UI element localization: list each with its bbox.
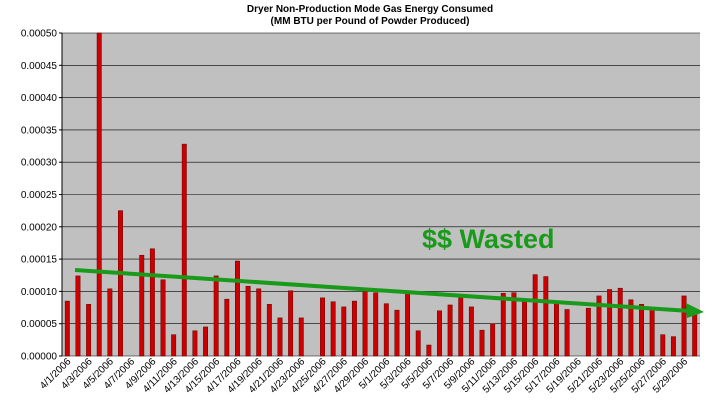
bar [628,299,634,357]
y-tick-label: 0.00005 [21,319,58,330]
bar [437,310,442,357]
bar [447,304,453,357]
bar [617,287,623,357]
bar [298,317,304,357]
bar [585,307,591,357]
bar [490,323,496,357]
bar [692,311,698,357]
bar [256,288,262,357]
bar [96,32,102,357]
bar [458,295,464,357]
y-tick-label: 0.00020 [21,222,58,233]
bar [107,288,113,357]
bar [639,304,644,357]
bar [277,317,283,357]
bar [681,295,687,357]
bar [670,336,676,357]
bar [288,290,294,357]
bar [511,292,517,357]
bar [405,292,411,357]
y-tick-label: 0.00045 [21,61,58,72]
arrow-head [686,303,704,318]
y-tick-label: 0.00050 [21,29,58,40]
bar [522,299,527,357]
bar [181,143,187,357]
bar [543,276,549,357]
bar [75,275,81,357]
bar [373,292,379,357]
bar [118,210,123,357]
bar [171,334,177,357]
y-tick-label: 0.00015 [21,255,58,266]
bar [649,307,655,357]
bar [266,304,272,357]
bar [351,300,357,357]
bar [607,289,613,357]
y-tick-label: 0.00025 [21,190,58,201]
bar [532,274,538,357]
annotation: $$ Wasted [422,224,555,254]
bar [224,298,230,357]
y-tick-label: 0.00040 [21,93,58,104]
bar [203,326,209,357]
trend-arrow [74,268,691,313]
bar [160,279,166,357]
bar [192,330,198,357]
bar [660,334,666,357]
bar [500,293,506,357]
chart-subtitle: (MM BTU per Pound of Powder Produced) [271,16,470,27]
y-tick-label: 0.00000 [21,352,58,363]
bar [415,330,421,357]
chart-title: Dryer Non-Production Mode Gas Energy Con… [247,4,493,15]
bar [139,254,145,357]
y-tick-label: 0.00010 [21,287,58,298]
bar [213,275,219,357]
bar [596,295,602,357]
bar [320,297,325,357]
bar [235,260,240,357]
bar [554,300,559,357]
bar [362,291,368,357]
bar [341,306,347,357]
bar [564,309,570,357]
y-tick-label: 0.00030 [21,158,58,169]
bar [426,344,432,357]
y-tick-label: 0.00035 [21,125,58,136]
bar [149,248,155,357]
bar [330,301,336,357]
bar [64,300,70,357]
bar [86,304,92,357]
bar [245,285,251,357]
bar [468,306,474,357]
bar [394,309,400,357]
bar [479,329,485,357]
bar [383,303,389,357]
